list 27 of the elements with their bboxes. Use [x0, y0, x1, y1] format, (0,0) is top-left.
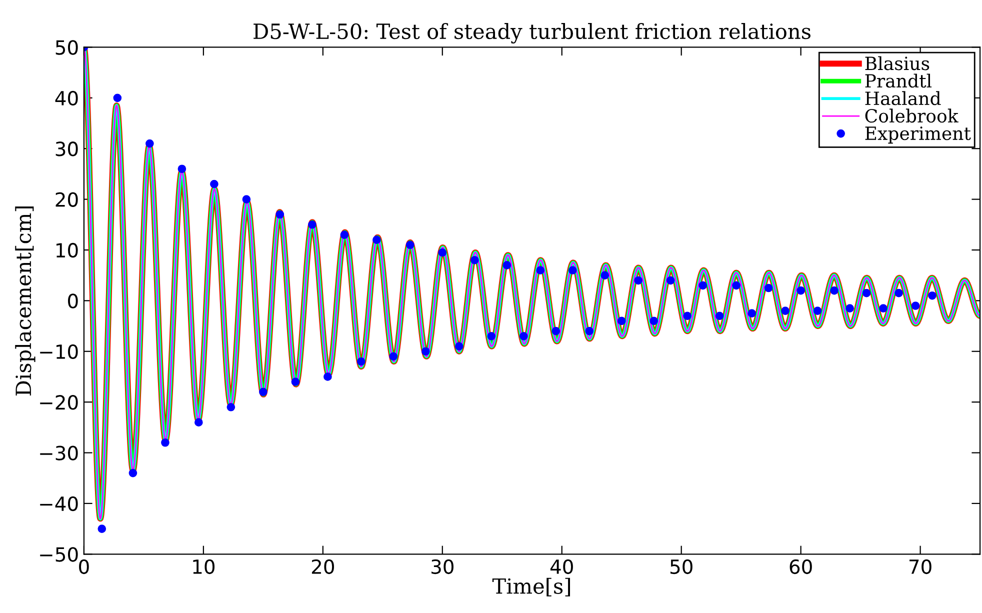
x-tick-label: 70: [910, 559, 932, 574]
y-tick-label: 10: [56, 242, 78, 258]
y-tick-label: −10: [40, 344, 78, 360]
y-tick-label: −40: [40, 496, 78, 512]
y-tick-label: −50: [40, 547, 78, 562]
legend-label: Haaland: [865, 91, 941, 106]
y-tick-label: 40: [55, 90, 78, 106]
x-tick-label: 60: [790, 559, 812, 574]
legend-label: Prandtl: [865, 74, 932, 88]
y-axis-title: Displacement[cm]: [15, 206, 36, 396]
y-tick-label: −30: [40, 446, 78, 460]
y-tick-label: 50: [56, 40, 78, 55]
x-tick-label: 0: [79, 559, 89, 574]
chart-title: D5-W-L-50: Test of steady turbulent friction relations: [254, 23, 810, 44]
y-tick-label: 30: [56, 142, 78, 156]
x-tick-label: 50: [670, 559, 692, 574]
x-tick-label: 20: [312, 559, 334, 574]
y-tick-label: 20: [56, 192, 78, 207]
legend-label: Colebrook: [865, 108, 958, 123]
y-tick-label: 0: [68, 294, 78, 308]
x-tick-label: 30: [432, 559, 454, 574]
y-tick-label: −20: [40, 395, 78, 410]
legend-label: Experiment: [865, 126, 971, 144]
x-tick-label: 10: [193, 559, 215, 574]
legend-label: Blasius: [865, 56, 930, 70]
x-axis-title: Time[s]: [492, 578, 570, 596]
x-tick-label: 40: [550, 559, 573, 574]
